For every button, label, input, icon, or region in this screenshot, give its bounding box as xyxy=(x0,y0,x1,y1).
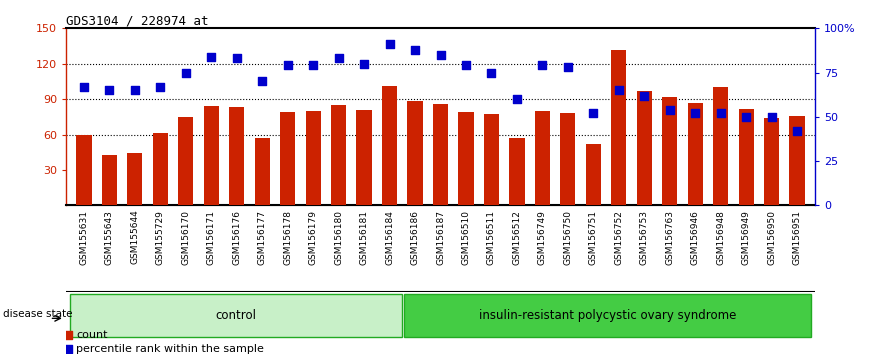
Text: GSM156177: GSM156177 xyxy=(258,210,267,265)
Text: count: count xyxy=(76,330,107,341)
Bar xyxy=(433,104,448,205)
Bar xyxy=(637,91,652,205)
Bar xyxy=(663,97,677,205)
Point xyxy=(408,47,422,52)
Point xyxy=(739,114,753,120)
Text: GSM156753: GSM156753 xyxy=(640,210,648,265)
Text: GSM155631: GSM155631 xyxy=(79,210,88,265)
Bar xyxy=(509,138,524,205)
Text: GSM156187: GSM156187 xyxy=(436,210,445,265)
Point xyxy=(128,87,142,93)
Point xyxy=(382,41,396,47)
Text: GSM156946: GSM156946 xyxy=(691,210,700,264)
Bar xyxy=(331,105,346,205)
Bar xyxy=(357,110,372,205)
Point xyxy=(790,128,804,134)
Text: GSM156170: GSM156170 xyxy=(181,210,190,265)
Point xyxy=(611,87,626,93)
Bar xyxy=(70,295,403,337)
Text: GSM156511: GSM156511 xyxy=(487,210,496,265)
Point xyxy=(179,70,193,75)
Point xyxy=(306,63,320,68)
Point xyxy=(275,170,289,176)
Bar xyxy=(407,102,423,205)
Bar xyxy=(560,113,575,205)
Text: GSM156184: GSM156184 xyxy=(385,210,394,264)
Bar xyxy=(255,138,270,205)
Bar xyxy=(403,295,811,337)
Text: GSM156752: GSM156752 xyxy=(614,210,623,264)
Bar xyxy=(484,114,499,205)
Bar xyxy=(306,111,321,205)
Bar xyxy=(229,107,244,205)
Text: GSM156176: GSM156176 xyxy=(233,210,241,265)
Point xyxy=(153,84,167,90)
Text: insulin-resistant polycystic ovary syndrome: insulin-resistant polycystic ovary syndr… xyxy=(478,309,736,322)
Text: GSM156749: GSM156749 xyxy=(538,210,547,264)
Text: GSM156949: GSM156949 xyxy=(742,210,751,264)
Point xyxy=(230,56,244,61)
Bar xyxy=(127,153,143,205)
Point xyxy=(331,56,345,61)
Text: disease state: disease state xyxy=(4,309,73,319)
Text: percentile rank within the sample: percentile rank within the sample xyxy=(76,344,264,354)
Bar xyxy=(738,109,754,205)
Point xyxy=(688,110,702,116)
Point xyxy=(510,96,524,102)
Text: GSM156951: GSM156951 xyxy=(793,210,802,265)
Bar xyxy=(178,117,194,205)
Bar xyxy=(77,135,92,205)
Point xyxy=(102,87,116,93)
Text: GSM156750: GSM156750 xyxy=(563,210,573,265)
Text: GSM156950: GSM156950 xyxy=(767,210,776,265)
Point xyxy=(433,52,448,58)
Point xyxy=(77,84,91,90)
Text: GSM156180: GSM156180 xyxy=(334,210,343,265)
Text: GSM156178: GSM156178 xyxy=(283,210,292,265)
Point xyxy=(637,93,651,98)
Bar xyxy=(535,111,550,205)
Text: GSM156179: GSM156179 xyxy=(308,210,318,265)
Text: GDS3104 / 228974_at: GDS3104 / 228974_at xyxy=(66,14,209,27)
Bar xyxy=(152,133,168,205)
Text: GSM155729: GSM155729 xyxy=(156,210,165,264)
Point xyxy=(586,110,600,116)
Bar xyxy=(586,144,601,205)
Point xyxy=(663,107,677,113)
Text: GSM156512: GSM156512 xyxy=(513,210,522,264)
Point xyxy=(485,70,499,75)
Bar xyxy=(280,112,295,205)
Bar xyxy=(382,86,397,205)
Bar xyxy=(713,87,729,205)
Point xyxy=(204,54,218,59)
Text: GSM156171: GSM156171 xyxy=(207,210,216,265)
Text: GSM156186: GSM156186 xyxy=(411,210,419,265)
Text: GSM156751: GSM156751 xyxy=(589,210,598,265)
Point xyxy=(275,294,289,299)
Text: GSM156510: GSM156510 xyxy=(462,210,470,265)
Text: GSM155643: GSM155643 xyxy=(105,210,114,264)
Point xyxy=(255,79,270,84)
Bar xyxy=(611,50,626,205)
Point xyxy=(281,63,295,68)
Point xyxy=(357,61,371,67)
Text: GSM155644: GSM155644 xyxy=(130,210,139,264)
Point xyxy=(714,110,728,116)
Text: GSM156763: GSM156763 xyxy=(665,210,674,265)
Bar xyxy=(204,106,218,205)
Bar xyxy=(101,155,117,205)
Text: GSM156948: GSM156948 xyxy=(716,210,725,264)
Bar xyxy=(764,118,780,205)
Bar xyxy=(458,112,474,205)
Point xyxy=(561,64,575,70)
Point xyxy=(536,63,550,68)
Text: GSM156181: GSM156181 xyxy=(359,210,368,265)
Bar xyxy=(687,103,703,205)
Bar xyxy=(789,116,804,205)
Point xyxy=(459,63,473,68)
Point xyxy=(765,114,779,120)
Text: control: control xyxy=(216,309,256,322)
